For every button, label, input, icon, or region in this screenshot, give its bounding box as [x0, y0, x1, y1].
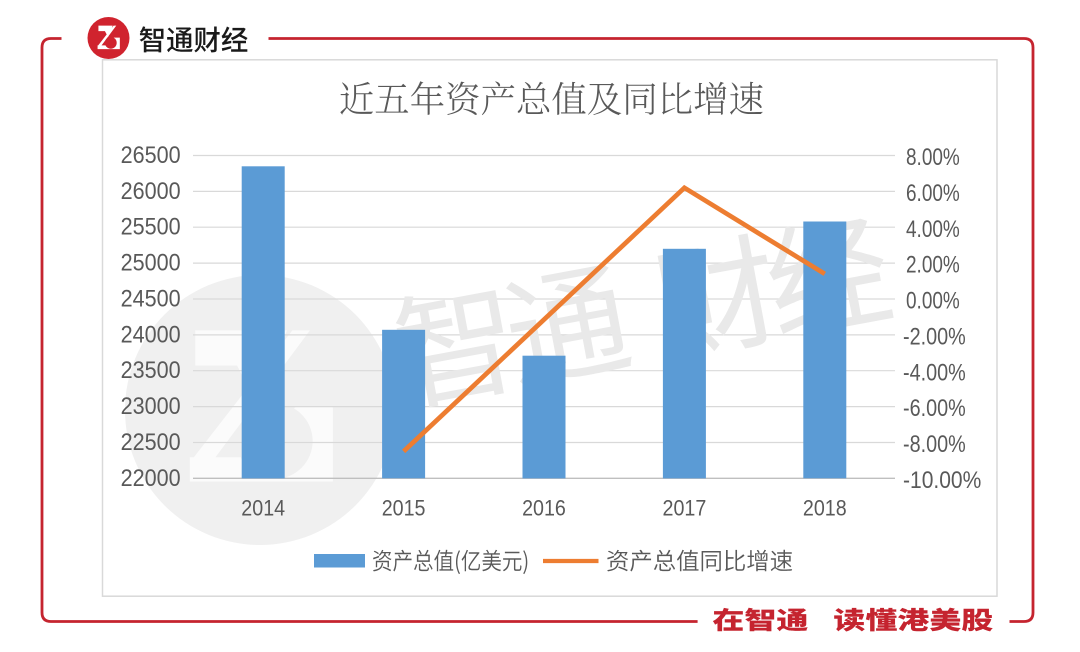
svg-text:26500: 26500 [121, 142, 181, 169]
svg-text:25000: 25000 [121, 250, 181, 277]
svg-text:-10.00%: -10.00% [903, 467, 981, 494]
svg-text:8.00%: 8.00% [906, 144, 960, 171]
svg-text:24500: 24500 [121, 286, 181, 313]
svg-text:2018: 2018 [803, 496, 847, 521]
svg-text:2014: 2014 [241, 496, 285, 521]
svg-text:2.00%: 2.00% [906, 252, 960, 279]
svg-text:24000: 24000 [121, 321, 181, 348]
svg-text:6.00%: 6.00% [906, 180, 960, 207]
svg-text:4.00%: 4.00% [906, 216, 960, 243]
svg-text:22000: 22000 [121, 465, 181, 492]
svg-text:-2.00%: -2.00% [903, 324, 966, 351]
svg-text:23000: 23000 [121, 393, 181, 420]
svg-text:22500: 22500 [121, 429, 181, 456]
svg-text:25500: 25500 [121, 214, 181, 241]
svg-text:2016: 2016 [522, 496, 566, 521]
svg-text:0.00%: 0.00% [906, 288, 960, 315]
svg-text:2017: 2017 [663, 496, 707, 521]
svg-text:-4.00%: -4.00% [903, 359, 966, 386]
svg-text:-8.00%: -8.00% [903, 431, 966, 458]
svg-text:23500: 23500 [121, 357, 181, 384]
svg-text:-6.00%: -6.00% [903, 395, 966, 422]
svg-text:2015: 2015 [382, 496, 426, 521]
svg-text:26000: 26000 [121, 178, 181, 205]
